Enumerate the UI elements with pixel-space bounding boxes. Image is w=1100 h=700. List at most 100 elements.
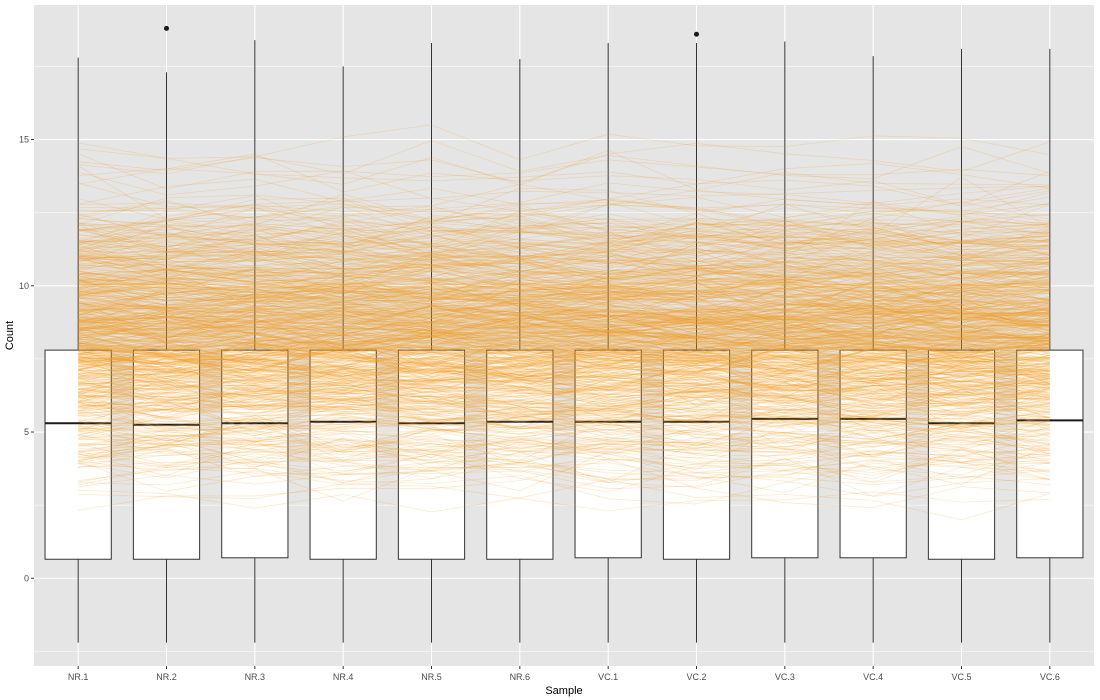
profile-line bbox=[78, 375, 1050, 405]
profile-line bbox=[78, 287, 1050, 345]
profile-line bbox=[78, 250, 1050, 290]
profile-line bbox=[78, 306, 1050, 324]
box-vc-6 bbox=[1016, 48, 1084, 643]
profile-line bbox=[78, 382, 1050, 411]
box-vc-1 bbox=[574, 43, 642, 643]
profile-line bbox=[78, 204, 1050, 227]
profile-line bbox=[78, 340, 1050, 378]
profile-line bbox=[78, 280, 1050, 314]
profile-line bbox=[78, 313, 1050, 368]
profile-line bbox=[78, 273, 1050, 312]
profile-line bbox=[78, 321, 1050, 354]
profile-line bbox=[78, 204, 1050, 250]
profile-line bbox=[78, 241, 1050, 276]
profile-line bbox=[78, 280, 1050, 311]
profile-line bbox=[78, 326, 1050, 359]
profile-line bbox=[78, 335, 1050, 364]
profile-line bbox=[78, 317, 1050, 360]
x-axis-title: Sample bbox=[545, 685, 582, 697]
profile-line bbox=[78, 315, 1050, 350]
profile-line bbox=[78, 418, 1050, 451]
profile-line bbox=[78, 257, 1050, 286]
box-vc-2 bbox=[662, 31, 731, 643]
profile-line bbox=[78, 337, 1050, 359]
profile-line bbox=[78, 328, 1050, 354]
box-body bbox=[309, 349, 377, 560]
profile-line bbox=[78, 437, 1050, 480]
profile-line bbox=[78, 298, 1050, 322]
profile-line bbox=[78, 282, 1050, 323]
profile-line bbox=[78, 239, 1050, 277]
profile-line bbox=[78, 141, 1050, 184]
profile-line bbox=[78, 298, 1050, 339]
profile-line bbox=[78, 273, 1050, 296]
profile-line bbox=[78, 394, 1050, 434]
profile-line bbox=[78, 271, 1050, 299]
x-tick-label: VC.6 bbox=[1040, 672, 1060, 682]
profile-line bbox=[78, 341, 1050, 360]
profile-line bbox=[78, 321, 1050, 354]
profile-line bbox=[78, 306, 1050, 334]
profile-line bbox=[78, 318, 1050, 353]
profile-line bbox=[78, 400, 1050, 430]
profile-line bbox=[78, 435, 1050, 461]
profile-line bbox=[78, 304, 1050, 340]
profile-line bbox=[78, 272, 1050, 299]
box-body bbox=[839, 349, 907, 559]
profile-line bbox=[78, 243, 1050, 281]
profile-line bbox=[78, 284, 1050, 325]
profile-line bbox=[78, 267, 1050, 308]
profile-line bbox=[78, 230, 1050, 258]
profile-line bbox=[78, 328, 1050, 357]
profile-line bbox=[78, 264, 1050, 299]
profile-line bbox=[78, 384, 1050, 413]
profile-line bbox=[78, 378, 1050, 419]
profile-line bbox=[78, 334, 1050, 373]
profile-line bbox=[78, 307, 1050, 340]
box-body bbox=[221, 349, 289, 559]
profile-line bbox=[78, 224, 1050, 257]
profile-line bbox=[78, 245, 1050, 291]
boxplot-boxes bbox=[44, 25, 1084, 643]
profile-line bbox=[78, 148, 1050, 191]
profile-line bbox=[78, 321, 1050, 349]
profile-line bbox=[78, 344, 1050, 383]
profile-line bbox=[78, 376, 1050, 414]
profile-line bbox=[78, 346, 1050, 385]
profile-line bbox=[78, 351, 1050, 397]
profile-line bbox=[78, 334, 1050, 360]
profile-line bbox=[78, 337, 1050, 377]
profile-line bbox=[78, 153, 1050, 190]
profile-line bbox=[78, 346, 1050, 379]
profile-line bbox=[78, 279, 1050, 312]
profile-line bbox=[78, 347, 1050, 371]
profile-line bbox=[78, 348, 1050, 377]
profile-line bbox=[78, 392, 1050, 413]
profile-line bbox=[78, 233, 1050, 272]
profile-line bbox=[78, 245, 1050, 281]
profile-line bbox=[78, 449, 1050, 479]
profile-line bbox=[78, 323, 1050, 360]
profile-line bbox=[78, 364, 1050, 395]
profile-line bbox=[78, 410, 1050, 446]
profile-line bbox=[78, 341, 1050, 380]
profile-line bbox=[78, 320, 1050, 357]
profile-line bbox=[78, 390, 1050, 428]
profile-line bbox=[78, 357, 1050, 392]
profile-line bbox=[78, 322, 1050, 355]
profile-line bbox=[78, 280, 1050, 302]
profile-line bbox=[78, 346, 1050, 378]
profile-line bbox=[78, 292, 1050, 321]
profile-line bbox=[78, 242, 1050, 293]
profile-line bbox=[78, 124, 1050, 161]
profile-line bbox=[78, 408, 1050, 454]
profile-line bbox=[78, 275, 1050, 316]
profile-line bbox=[78, 297, 1050, 331]
profile-line bbox=[78, 212, 1050, 251]
profile-line bbox=[78, 328, 1050, 367]
profile-line bbox=[78, 258, 1050, 304]
profile-line bbox=[78, 401, 1050, 435]
profile-line bbox=[78, 359, 1050, 393]
profile-line bbox=[78, 344, 1050, 389]
profile-line bbox=[78, 336, 1050, 365]
